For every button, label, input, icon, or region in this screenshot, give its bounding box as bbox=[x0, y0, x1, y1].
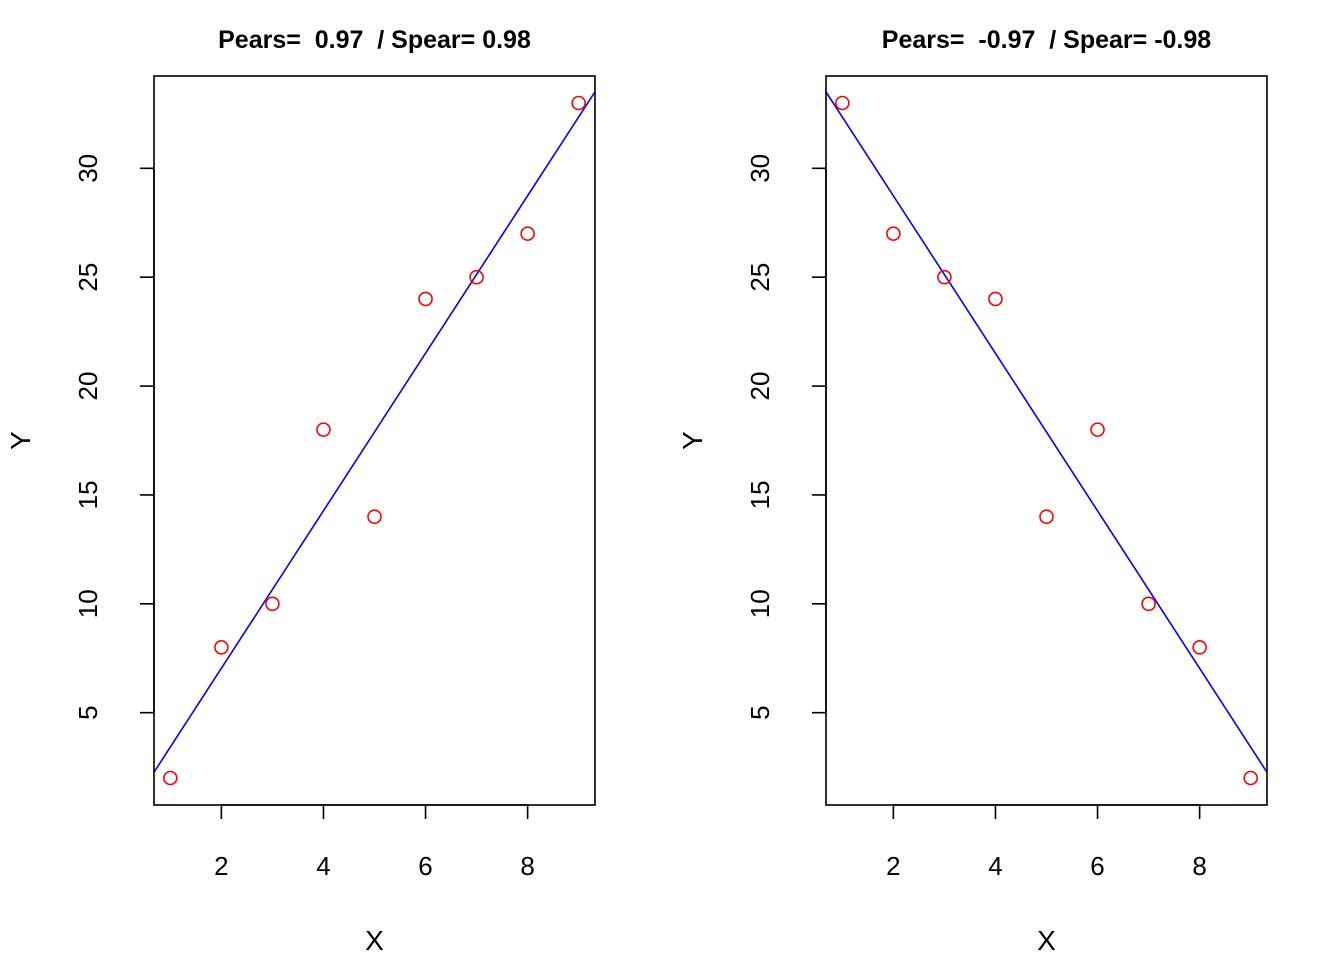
y-tick-label: 25 bbox=[745, 263, 775, 292]
data-point bbox=[418, 291, 433, 307]
x-tick-label: 2 bbox=[214, 851, 228, 881]
plot-frame bbox=[825, 75, 1268, 806]
data-point bbox=[214, 640, 229, 655]
x-tick-label: 8 bbox=[520, 851, 534, 881]
plot-frame bbox=[153, 75, 596, 806]
data-point bbox=[520, 226, 535, 241]
y-tick-label: 15 bbox=[73, 480, 103, 509]
y-axis-label: Y bbox=[5, 431, 36, 450]
y-axis-label: Y bbox=[677, 431, 708, 450]
y-tick-label: 20 bbox=[73, 372, 103, 401]
x-tick-label: 6 bbox=[418, 851, 432, 881]
data-point bbox=[265, 596, 280, 612]
regression-line bbox=[826, 91, 1267, 773]
data-point bbox=[469, 269, 484, 285]
data-point bbox=[1039, 509, 1054, 525]
y-tick-label: 5 bbox=[745, 705, 775, 719]
y-tick-label: 5 bbox=[73, 705, 103, 719]
data-point bbox=[367, 509, 382, 525]
data-point bbox=[163, 770, 178, 786]
x-tick-label: 4 bbox=[988, 851, 1002, 881]
data-point bbox=[886, 226, 901, 241]
y-tick-label: 30 bbox=[745, 154, 775, 183]
data-point bbox=[316, 422, 331, 437]
x-axis-label: X bbox=[365, 925, 384, 956]
y-tick-label: 15 bbox=[745, 480, 775, 509]
y-tick-label: 20 bbox=[745, 372, 775, 401]
x-tick-label: 4 bbox=[316, 851, 330, 881]
plot-title: Pears= 0.97 / Spear= 0.98 bbox=[218, 26, 531, 54]
y-tick-label: 25 bbox=[73, 263, 103, 292]
x-axis-label: X bbox=[1037, 925, 1056, 956]
regression-line bbox=[154, 91, 595, 773]
data-point bbox=[1192, 640, 1207, 655]
x-tick-label: 2 bbox=[886, 851, 900, 881]
data-point bbox=[571, 95, 586, 111]
data-point bbox=[988, 291, 1003, 307]
plot-title: Pears= -0.97 / Spear= -0.98 bbox=[882, 26, 1211, 54]
panel-2: Pears= -0.97 / Spear= -0.98 2 4 6 8 5 10 15 20 25… bbox=[677, 26, 1268, 956]
y-tick-label: 30 bbox=[73, 154, 103, 183]
y-tick-label: 10 bbox=[745, 589, 775, 618]
y-tick-label: 10 bbox=[73, 589, 103, 618]
data-point bbox=[835, 95, 850, 111]
panel-1: Pears= 0.97 / Spear= 0.98 2 4 6 8 5 10 15 20 25 30… bbox=[5, 26, 596, 956]
data-point bbox=[1141, 596, 1156, 612]
x-tick-label: 6 bbox=[1090, 851, 1104, 881]
x-tick-label: 8 bbox=[1192, 851, 1206, 881]
data-point bbox=[937, 269, 952, 285]
data-point bbox=[1243, 770, 1258, 786]
data-point bbox=[1090, 422, 1105, 437]
